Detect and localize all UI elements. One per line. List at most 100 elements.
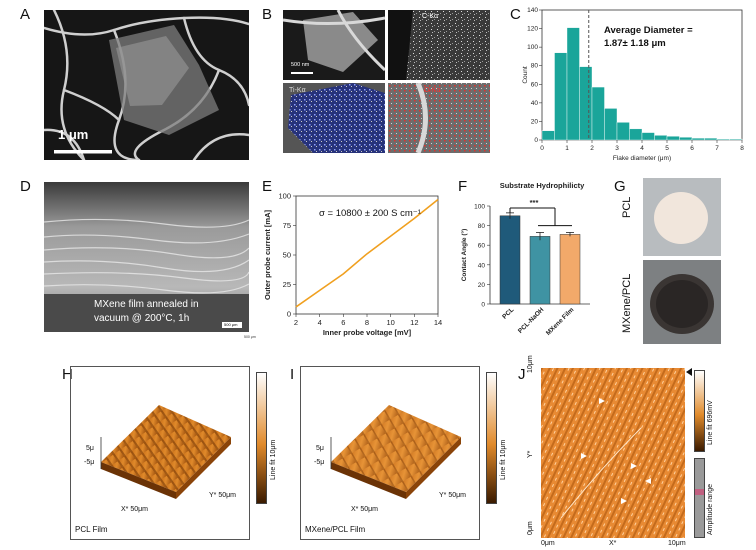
eds-map-oxygen: O-Kα: [388, 83, 490, 153]
category-label: PCL-NaOH: [517, 306, 546, 335]
panel-f-letter: F: [458, 178, 468, 195]
x-tick-label: 10: [386, 318, 394, 327]
panel-h-x-axis: X* 50μm: [121, 506, 148, 513]
x-tick-label: 4: [318, 318, 322, 327]
eds-titanium-label: Ti-Kα: [289, 87, 306, 94]
line-x-axis-label: Inner probe voltage [mV]: [323, 328, 412, 337]
panel-j-colorbar: [694, 370, 705, 452]
panel-j-afm-amplitude-map: [541, 368, 685, 538]
histogram-bar: [604, 108, 618, 141]
histogram-annotation-line2: 1.87± 1.18 μm: [604, 38, 666, 49]
panel-i-x-axis: X* 50μm: [351, 506, 378, 513]
panel-h-caption: PCL Film: [75, 525, 108, 534]
panel-j-x-left: 0μm: [541, 540, 555, 547]
iv-series-line: [295, 198, 439, 308]
panel-e-letter: E: [262, 178, 273, 195]
y-tick-label: 50: [283, 251, 291, 260]
contact-angle-bar: [559, 234, 581, 305]
y-tick-label: 40: [478, 262, 486, 269]
panel-i-caption: MXene/PCL Film: [305, 525, 366, 534]
y-tick-label: 0: [534, 137, 538, 144]
category-label: MXene Film: [545, 306, 576, 337]
panel-i-letter: I: [290, 366, 295, 383]
x-tick-label: 7: [715, 145, 719, 152]
y-tick-label: 100: [474, 204, 485, 211]
y-tick-label: 75: [283, 221, 291, 230]
histogram-bar: [554, 52, 568, 141]
panel-h-colorbar: [256, 372, 267, 504]
panel-j-range-label: Amplitude range: [707, 484, 714, 535]
y-tick-label: 0: [481, 302, 485, 309]
histogram-bar: [541, 130, 555, 141]
histogram-bar: [579, 66, 593, 141]
histogram-bar: [641, 132, 655, 141]
y-tick-label: 20: [531, 118, 539, 125]
panel-g-letter: G: [614, 178, 626, 195]
eds-map-titanium: Ti-Kα: [283, 83, 385, 153]
panel-b-letter: B: [262, 6, 273, 23]
pcl-photo-label: PCL: [621, 196, 633, 218]
mxene-pcl-photo-label: MXene/PCL: [621, 273, 633, 333]
histogram-bar: [591, 86, 605, 141]
panel-a-scale-label: 1 μm: [58, 127, 89, 142]
panel-d-sem-cross-section: MXene film annealed in vacuum @ 200°C, 1…: [44, 182, 249, 332]
panel-d-outer-scale-label: 500 μm: [244, 335, 256, 339]
y-tick-label: 60: [531, 81, 539, 88]
panel-d-caption-line1: MXene film annealed in: [94, 299, 199, 310]
iv-probe-line-chart: 2 4 6 8 10 12 14 0 25 50 75 100 Inner probe voltage …: [263, 192, 442, 338]
mxene-pcl-film-photo: [643, 260, 721, 344]
histogram-bar: [616, 122, 630, 141]
histogram-annotation-line1: Average Diameter =: [604, 25, 693, 36]
histogram-bar: [716, 138, 730, 141]
x-tick-label: 8: [740, 145, 744, 152]
panel-i-z-top: 5μ: [316, 445, 324, 452]
line-y-axis-label: Outer probe current [mA]: [263, 209, 272, 300]
eds-map-carbon: C-Kα: [388, 10, 490, 80]
x-tick-label: 6: [690, 145, 694, 152]
x-tick-label: 3: [615, 145, 619, 152]
pcl-film-photo: [643, 178, 721, 256]
panel-a-letter: A: [20, 6, 31, 23]
y-tick-label: 140: [527, 7, 538, 14]
histogram-bar: [691, 137, 705, 141]
histogram-bar: [666, 136, 680, 141]
panel-i-y-axis: Y* 50μm: [439, 492, 466, 499]
mxene-pcl-afm-3d-frame: 5μ -5μ X* 50μm Y* 50μm MXene/PCL Film: [300, 366, 480, 540]
panel-h-y-axis: Y* 50μm: [209, 492, 236, 499]
panel-h-letter: H: [62, 366, 73, 383]
panel-j-x-right: 10μm: [668, 540, 686, 547]
category-label: PCL: [501, 306, 515, 320]
panel-h-z-bottom: -5μ: [84, 459, 95, 466]
x-tick-label: 5: [665, 145, 669, 152]
x-tick-label: 4: [640, 145, 644, 152]
panel-i-colorbar-label: Line fit 10μm: [500, 439, 507, 480]
bar-y-axis-label: Contact Angle (°): [460, 229, 468, 282]
eds-carbon-label: C-Kα: [422, 13, 439, 20]
panel-j-colorbar-label: Line fit 696mV: [707, 400, 714, 445]
panel-h-z-top: 5μ: [86, 445, 94, 452]
panel-i-colorbar: [486, 372, 497, 504]
x-tick-label: 6: [341, 318, 345, 327]
panel-j-letter: J: [518, 366, 526, 383]
x-tick-label: 0: [540, 145, 544, 152]
y-tick-label: 25: [283, 280, 291, 289]
x-tick-label: 8: [365, 318, 369, 327]
y-tick-label: 0: [287, 310, 291, 319]
bar-chart-title: Substrate Hydrophilicty: [500, 181, 585, 190]
eds-oxygen-label: O-Kα: [424, 87, 441, 94]
y-tick-label: 120: [527, 26, 538, 33]
contact-angle-bar: [529, 236, 551, 305]
histogram-x-axis-label: Flake diameter (μm): [613, 155, 671, 162]
x-tick-label: 14: [434, 318, 442, 327]
panel-j-y-bottom: 0μm: [527, 521, 534, 535]
x-tick-label: 1: [565, 145, 569, 152]
panel-j-y-mid: Y*: [527, 450, 534, 458]
conductivity-annotation: σ = 10800 ± 200 S cm⁻¹: [319, 208, 421, 219]
x-tick-label: 12: [410, 318, 418, 327]
histogram-bar: [629, 128, 643, 141]
y-tick-label: 20: [478, 282, 486, 289]
panel-i-z-bottom: -5μ: [314, 459, 325, 466]
panel-j-colorbar-marker: [686, 368, 692, 376]
panel-d-letter: D: [20, 178, 31, 195]
